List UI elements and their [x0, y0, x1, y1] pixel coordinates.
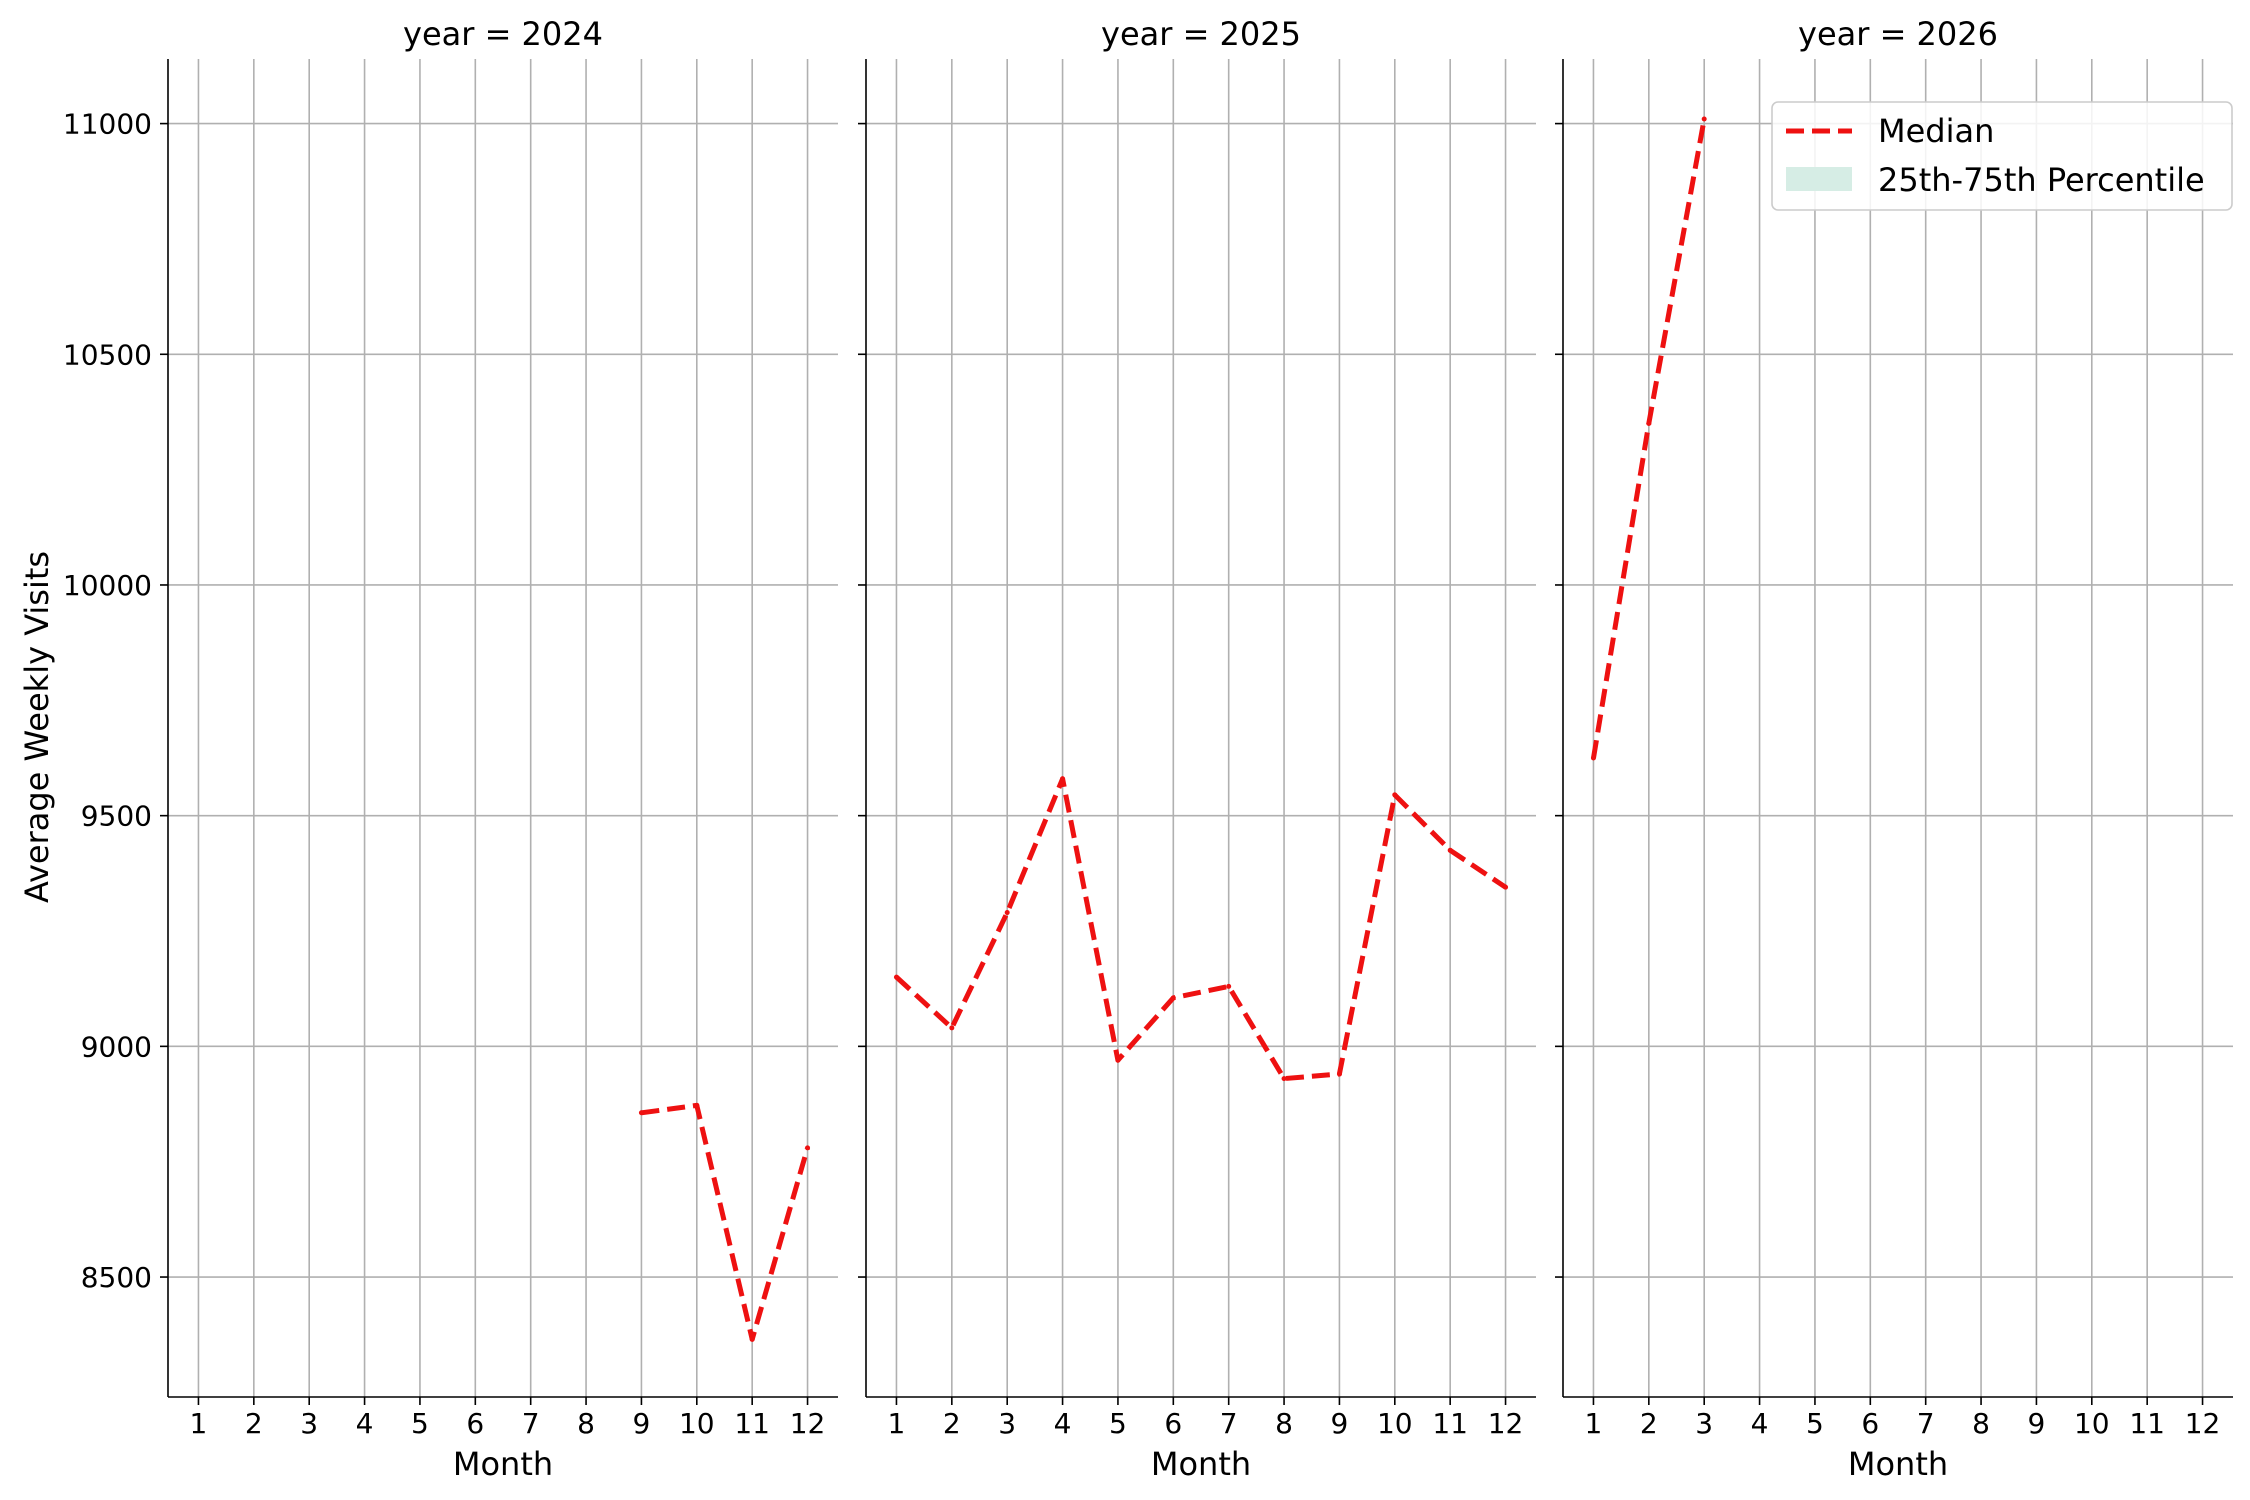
- x-tick-label: 7: [1917, 1407, 1935, 1440]
- panel-title: year = 2024: [403, 15, 603, 53]
- x-tick-label: 11: [1432, 1407, 1468, 1440]
- x-tick-label: 1: [190, 1407, 208, 1440]
- x-tick-label: 10: [2074, 1407, 2110, 1440]
- panel-title: year = 2025: [1101, 15, 1301, 53]
- panel-title: year = 2026: [1798, 15, 1998, 53]
- x-tick-label: 4: [1751, 1407, 1769, 1440]
- x-tick-label: 9: [2028, 1407, 2046, 1440]
- median-point: [1004, 910, 1010, 916]
- median-point: [1590, 755, 1596, 761]
- x-tick-label: 1: [1585, 1407, 1603, 1440]
- median-point: [1336, 1071, 1342, 1077]
- median-point: [893, 974, 899, 980]
- y-tick-label: 9500: [81, 800, 152, 833]
- y-tick-label: 8500: [81, 1261, 152, 1294]
- legend-percentile-swatch: [1786, 167, 1852, 191]
- x-tick-label: 6: [1861, 1407, 1879, 1440]
- x-tick-label: 6: [1164, 1407, 1182, 1440]
- x-tick-label: 9: [633, 1407, 651, 1440]
- x-tick-label: 8: [1972, 1407, 1990, 1440]
- x-tick-label: 8: [1275, 1407, 1293, 1440]
- median-point: [1170, 995, 1176, 1001]
- median-point: [1503, 884, 1509, 890]
- median-point: [1281, 1076, 1287, 1082]
- x-tick-label: 10: [679, 1407, 715, 1440]
- x-tick-label: 11: [2129, 1407, 2165, 1440]
- x-tick-label: 5: [1806, 1407, 1824, 1440]
- x-axis-label: Month: [1151, 1445, 1251, 1483]
- x-tick-label: 9: [1331, 1407, 1349, 1440]
- x-tick-label: 7: [522, 1407, 540, 1440]
- y-tick-label: 9000: [81, 1030, 152, 1063]
- x-tick-label: 3: [300, 1407, 318, 1440]
- x-tick-label: 10: [1377, 1407, 1413, 1440]
- y-tick-label: 10500: [63, 338, 152, 371]
- x-tick-label: 1: [888, 1407, 906, 1440]
- median-line: [894, 776, 1507, 1082]
- x-tick-label: 2: [245, 1407, 263, 1440]
- legend-frame: [1771, 101, 2233, 211]
- x-tick-label: 5: [1109, 1407, 1127, 1440]
- legend-percentile-label: 25th-75th Percentile: [1878, 161, 2205, 199]
- panel-1: 1 2 3 4 5 6 7 8 9 10 11 128500900095001000010500110…: [63, 15, 838, 1483]
- legend-median-label: Median: [1878, 112, 1994, 150]
- x-axis-label: Month: [1848, 1445, 1948, 1483]
- x-tick-label: 2: [1640, 1407, 1658, 1440]
- x-tick-label: 12: [790, 1407, 826, 1440]
- median-point: [1226, 983, 1232, 989]
- y-tick-label: 11000: [63, 108, 152, 141]
- x-tick-label: 3: [1695, 1407, 1713, 1440]
- median-point: [1392, 792, 1398, 798]
- median-point: [1646, 420, 1652, 426]
- median-point: [1701, 116, 1707, 122]
- median-point: [749, 1336, 755, 1342]
- y-tick-label: 10000: [63, 569, 152, 602]
- x-tick-label: 7: [1220, 1407, 1238, 1440]
- median-line: [641, 1102, 810, 1342]
- median-point: [949, 1025, 955, 1031]
- x-tick-label: 6: [466, 1407, 484, 1440]
- x-tick-label: 8: [577, 1407, 595, 1440]
- x-axis-label: Month: [453, 1445, 553, 1483]
- median-point: [805, 1145, 811, 1151]
- median-point: [1115, 1057, 1121, 1063]
- x-tick-label: 4: [356, 1407, 374, 1440]
- median-point: [694, 1102, 700, 1108]
- median-point: [638, 1110, 644, 1116]
- x-tick-label: 12: [1488, 1407, 1524, 1440]
- x-tick-label: 3: [998, 1407, 1016, 1440]
- x-tick-label: 12: [2185, 1407, 2221, 1440]
- median-point: [1060, 776, 1066, 782]
- x-tick-label: 5: [411, 1407, 429, 1440]
- x-tick-label: 11: [734, 1407, 770, 1440]
- median-point: [1447, 847, 1453, 853]
- y-axis-label: Average Weekly Visits: [18, 551, 56, 903]
- legend: Median 25th-75th Percentile: [1771, 101, 2233, 211]
- x-tick-label: 2: [943, 1407, 961, 1440]
- x-tick-label: 4: [1054, 1407, 1072, 1440]
